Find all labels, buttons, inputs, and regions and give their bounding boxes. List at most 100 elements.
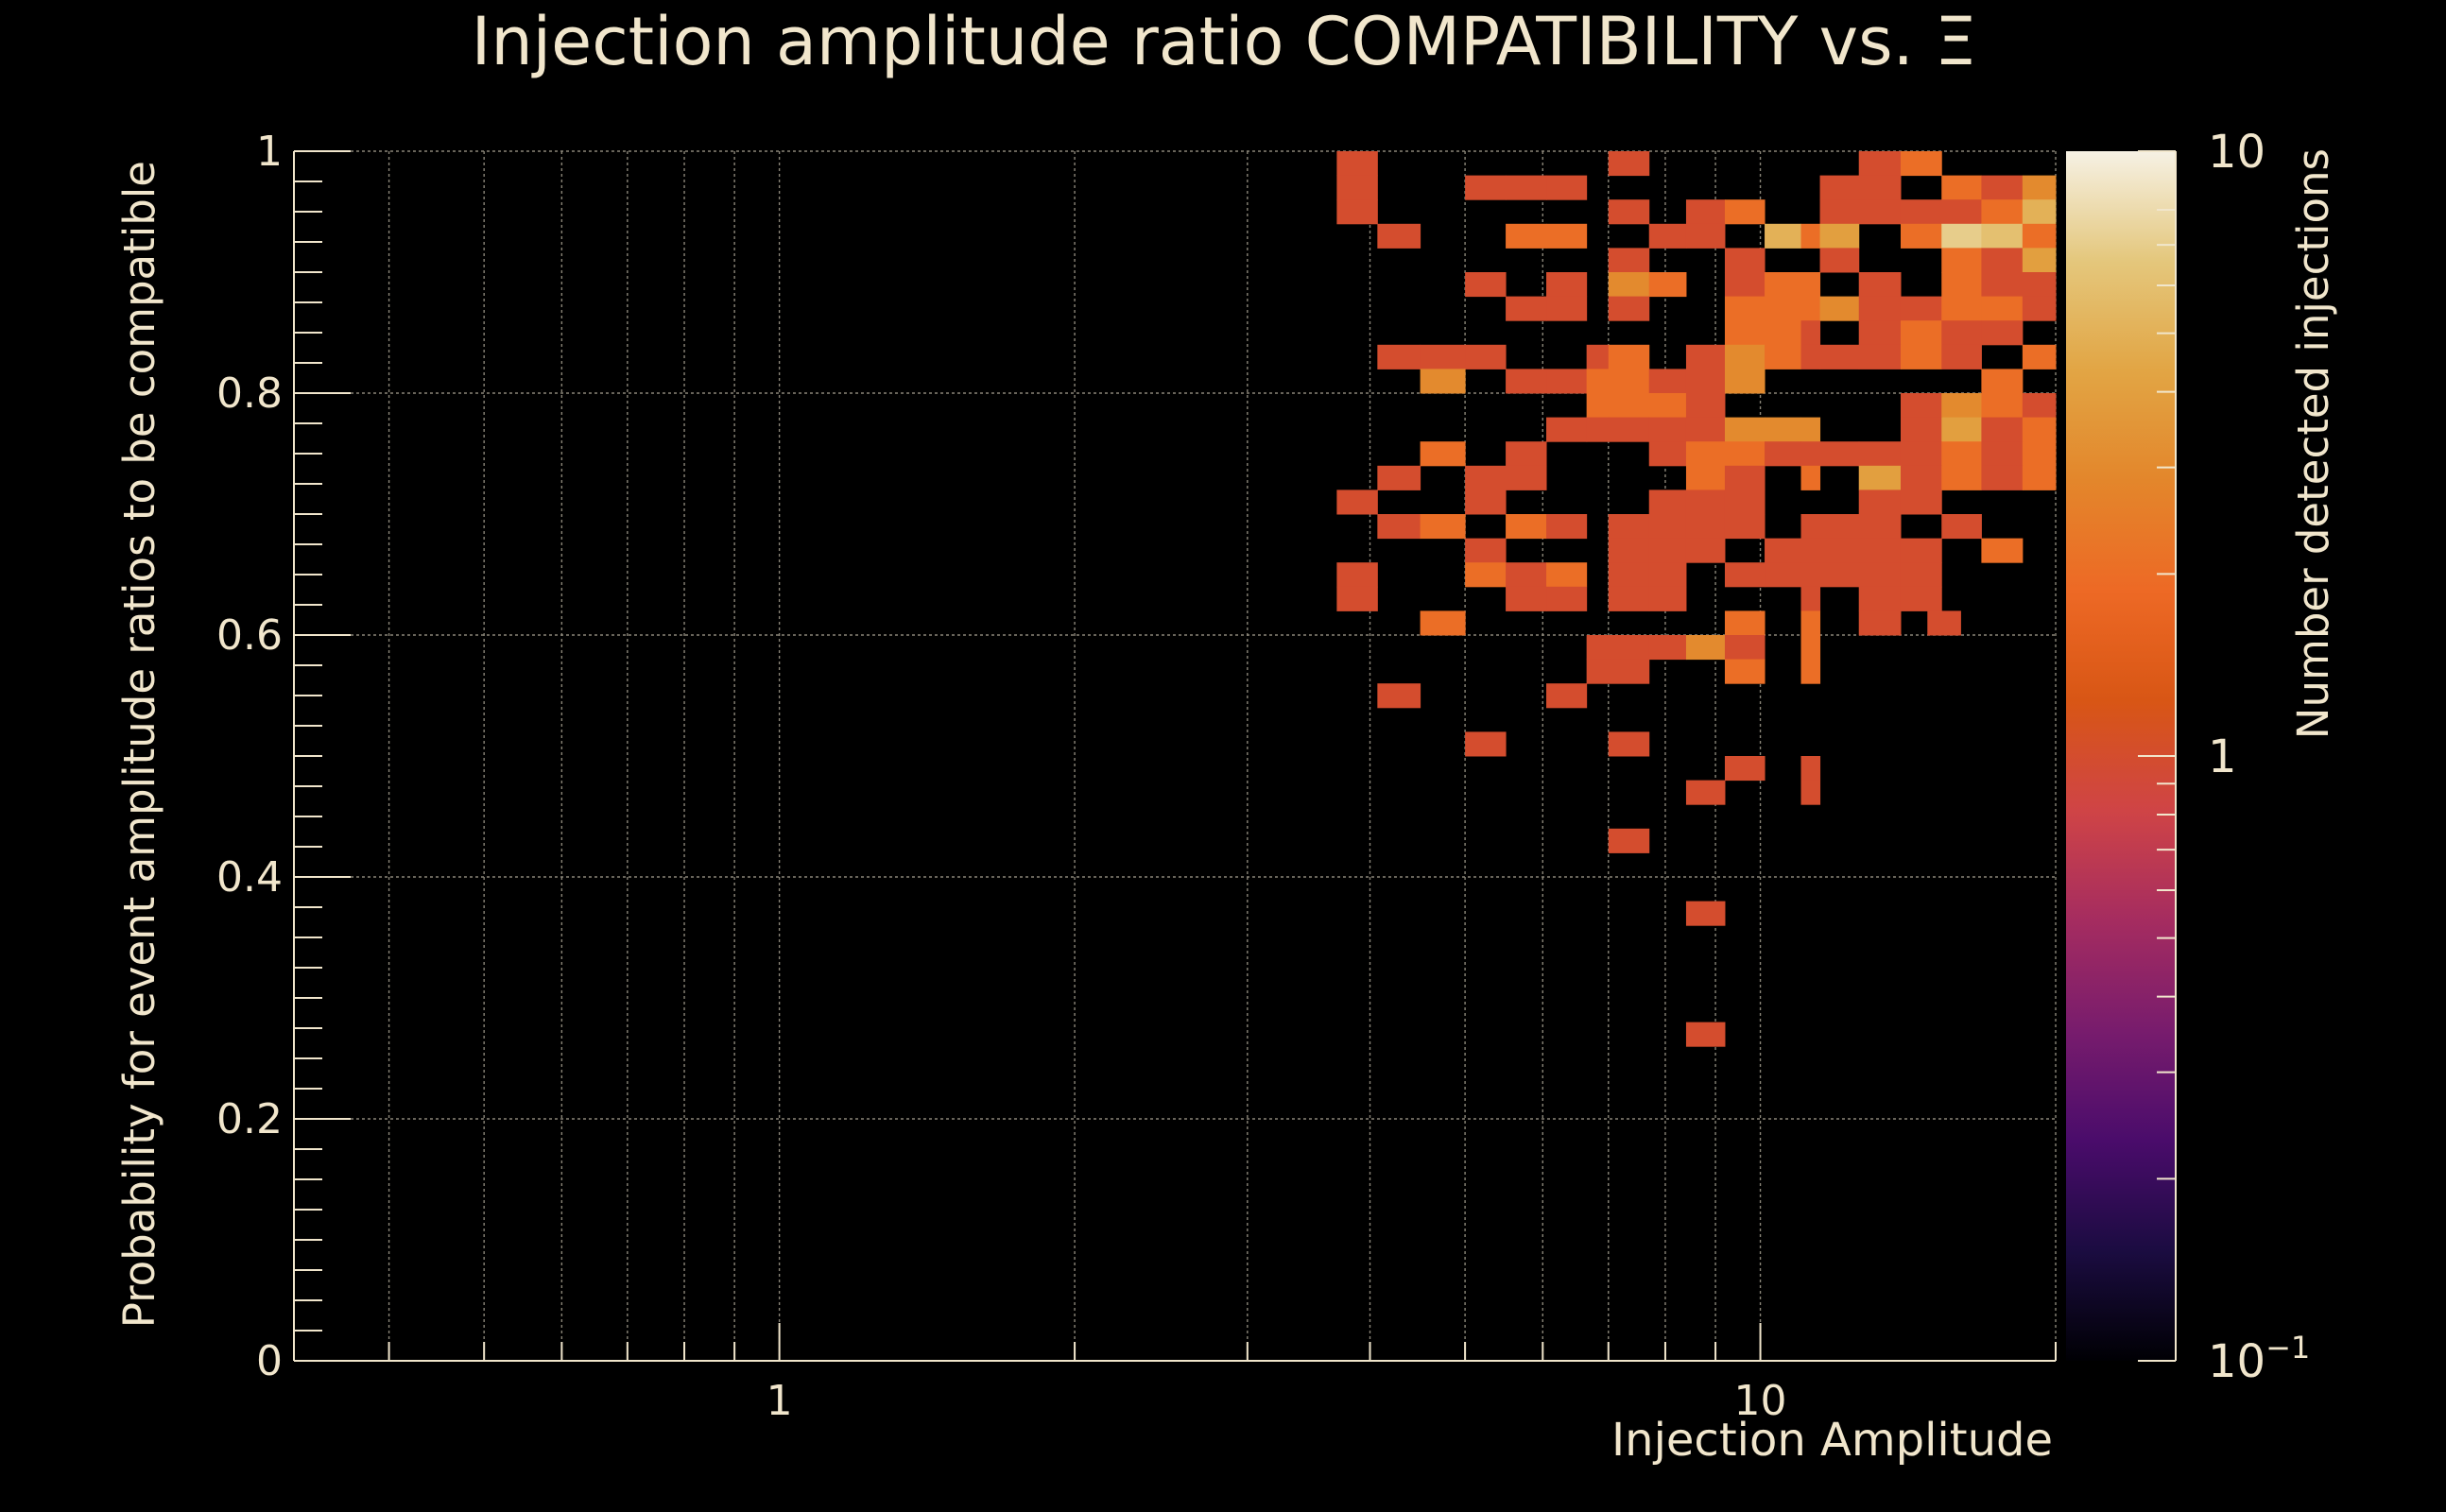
heatmap-cell — [1336, 562, 1378, 588]
heatmap-cell — [1420, 344, 1466, 369]
heatmap-cell — [1336, 586, 1378, 611]
heatmap-cell — [1724, 199, 1766, 225]
heatmap-cell — [1608, 635, 1650, 661]
heatmap-cell — [1724, 756, 1766, 782]
heatmap-cell — [1819, 538, 1860, 563]
heatmap-cell — [1586, 417, 1610, 442]
heatmap-cell — [1765, 417, 1802, 442]
heatmap-cell — [1981, 223, 2024, 249]
heatmap-cell — [1465, 731, 1507, 757]
y-tick-label: 1 — [256, 128, 283, 176]
heatmap-cell — [1941, 320, 1982, 346]
heatmap-cell — [1648, 441, 1687, 467]
heatmap-cell — [1941, 393, 1982, 419]
heatmap-cell — [2022, 296, 2057, 321]
heatmap-cell — [1800, 562, 1821, 588]
heatmap-cell — [1608, 199, 1650, 225]
heatmap-cell — [2022, 417, 2057, 442]
heatmap-cell — [1981, 538, 2024, 563]
heatmap-cell — [1724, 465, 1766, 490]
heatmap-cell — [1685, 344, 1726, 369]
heatmap-cell — [1941, 465, 1982, 490]
heatmap-cell — [1377, 344, 1421, 369]
heatmap-cell — [1900, 344, 1942, 369]
heatmap-cell — [1608, 151, 1650, 177]
heatmap-cell — [1927, 610, 1961, 636]
heatmap-cell — [1685, 465, 1726, 490]
heatmap-cell — [1981, 320, 2024, 346]
heatmap-cell — [1858, 465, 1902, 490]
heatmap-cell — [1377, 465, 1421, 490]
heatmap-cell — [1724, 417, 1766, 442]
heatmap-cell — [1506, 296, 1547, 321]
heatmap-cell — [1900, 296, 1942, 321]
heatmap-cell — [1648, 586, 1687, 611]
heatmap-cell — [1586, 635, 1610, 661]
heatmap-cell — [1819, 175, 1860, 200]
heatmap-cell — [1819, 562, 1860, 588]
grid-layer — [294, 150, 2057, 1361]
heatmap-cell — [1981, 248, 2024, 273]
heatmap-cell — [1981, 465, 2024, 490]
heatmap-cell — [1377, 514, 1421, 540]
heatmap-cell — [1941, 417, 1982, 442]
heatmap-cell — [1648, 562, 1687, 588]
heatmap-cell — [1506, 441, 1547, 467]
heatmap-cell — [1586, 344, 1610, 369]
heatmap-cell — [1800, 586, 1821, 611]
heatmap-cell — [1819, 441, 1860, 467]
heatmap-cell — [1685, 369, 1726, 394]
y-tick-label: 0.8 — [216, 369, 283, 418]
heatmap-cell — [1900, 562, 1942, 588]
heatmap-cell — [1941, 175, 1982, 200]
heatmap-cell — [1465, 344, 1507, 369]
heatmap-cell — [1941, 199, 1982, 225]
heatmap-cell — [1765, 272, 1802, 298]
heatmap-cell — [1800, 417, 1821, 442]
heatmap-cell — [1724, 610, 1766, 636]
heatmap-cell — [1981, 441, 2024, 467]
heatmap-cell — [1858, 344, 1902, 369]
heatmap-cell — [1506, 465, 1547, 490]
heatmap-cell — [1608, 562, 1650, 588]
heatmap-cell — [1506, 586, 1547, 611]
heatmap-cell — [1546, 223, 1588, 249]
heatmap-cell — [1724, 490, 1766, 515]
heatmap-cell — [2022, 393, 2057, 419]
heatmap-cell — [1546, 369, 1588, 394]
heatmap-cell — [2022, 223, 2057, 249]
heatmap-cell — [1546, 417, 1588, 442]
heatmap-cell — [1336, 151, 1378, 177]
heatmap-cell — [1900, 586, 1942, 611]
cells-layer — [1336, 151, 2057, 1047]
heatmap-cell — [1506, 223, 1547, 249]
heatmap-cell — [1377, 223, 1421, 249]
x-tick-label: 10 — [1734, 1377, 1787, 1425]
heatmap-cell — [1685, 635, 1726, 661]
heatmap-cell — [1800, 610, 1821, 636]
heatmap-cell — [1765, 344, 1802, 369]
heatmap-cell — [1586, 393, 1610, 419]
heatmap-cell — [1800, 756, 1821, 782]
heatmap-cell — [1800, 441, 1821, 467]
heatmap-cell — [1858, 175, 1902, 200]
heatmap-cell — [1900, 490, 1942, 515]
heatmap-cell — [1819, 344, 1860, 369]
colorbar-ticks: 10−1 1 10 — [2138, 126, 2310, 1388]
heatmap-cell — [1685, 780, 1726, 805]
heatmap-cell — [1648, 514, 1687, 540]
heatmap-cell — [1377, 683, 1421, 709]
heatmap-cell — [1800, 223, 1821, 249]
heatmap-cell — [1941, 272, 1982, 298]
heatmap-cell — [1608, 538, 1650, 563]
heatmap-cell — [1724, 562, 1766, 588]
colorbar-label: Number detected injections — [2288, 148, 2338, 739]
heatmap-cell — [1465, 465, 1507, 490]
heatmap-cell — [1858, 296, 1902, 321]
heatmap-cell — [1858, 490, 1902, 515]
y-tick-label: 0.4 — [216, 853, 283, 902]
heatmap-cell — [1724, 514, 1766, 540]
heatmap-cell — [1608, 417, 1650, 442]
heatmap-cell — [1608, 828, 1650, 853]
heatmap-cell — [1465, 175, 1507, 200]
